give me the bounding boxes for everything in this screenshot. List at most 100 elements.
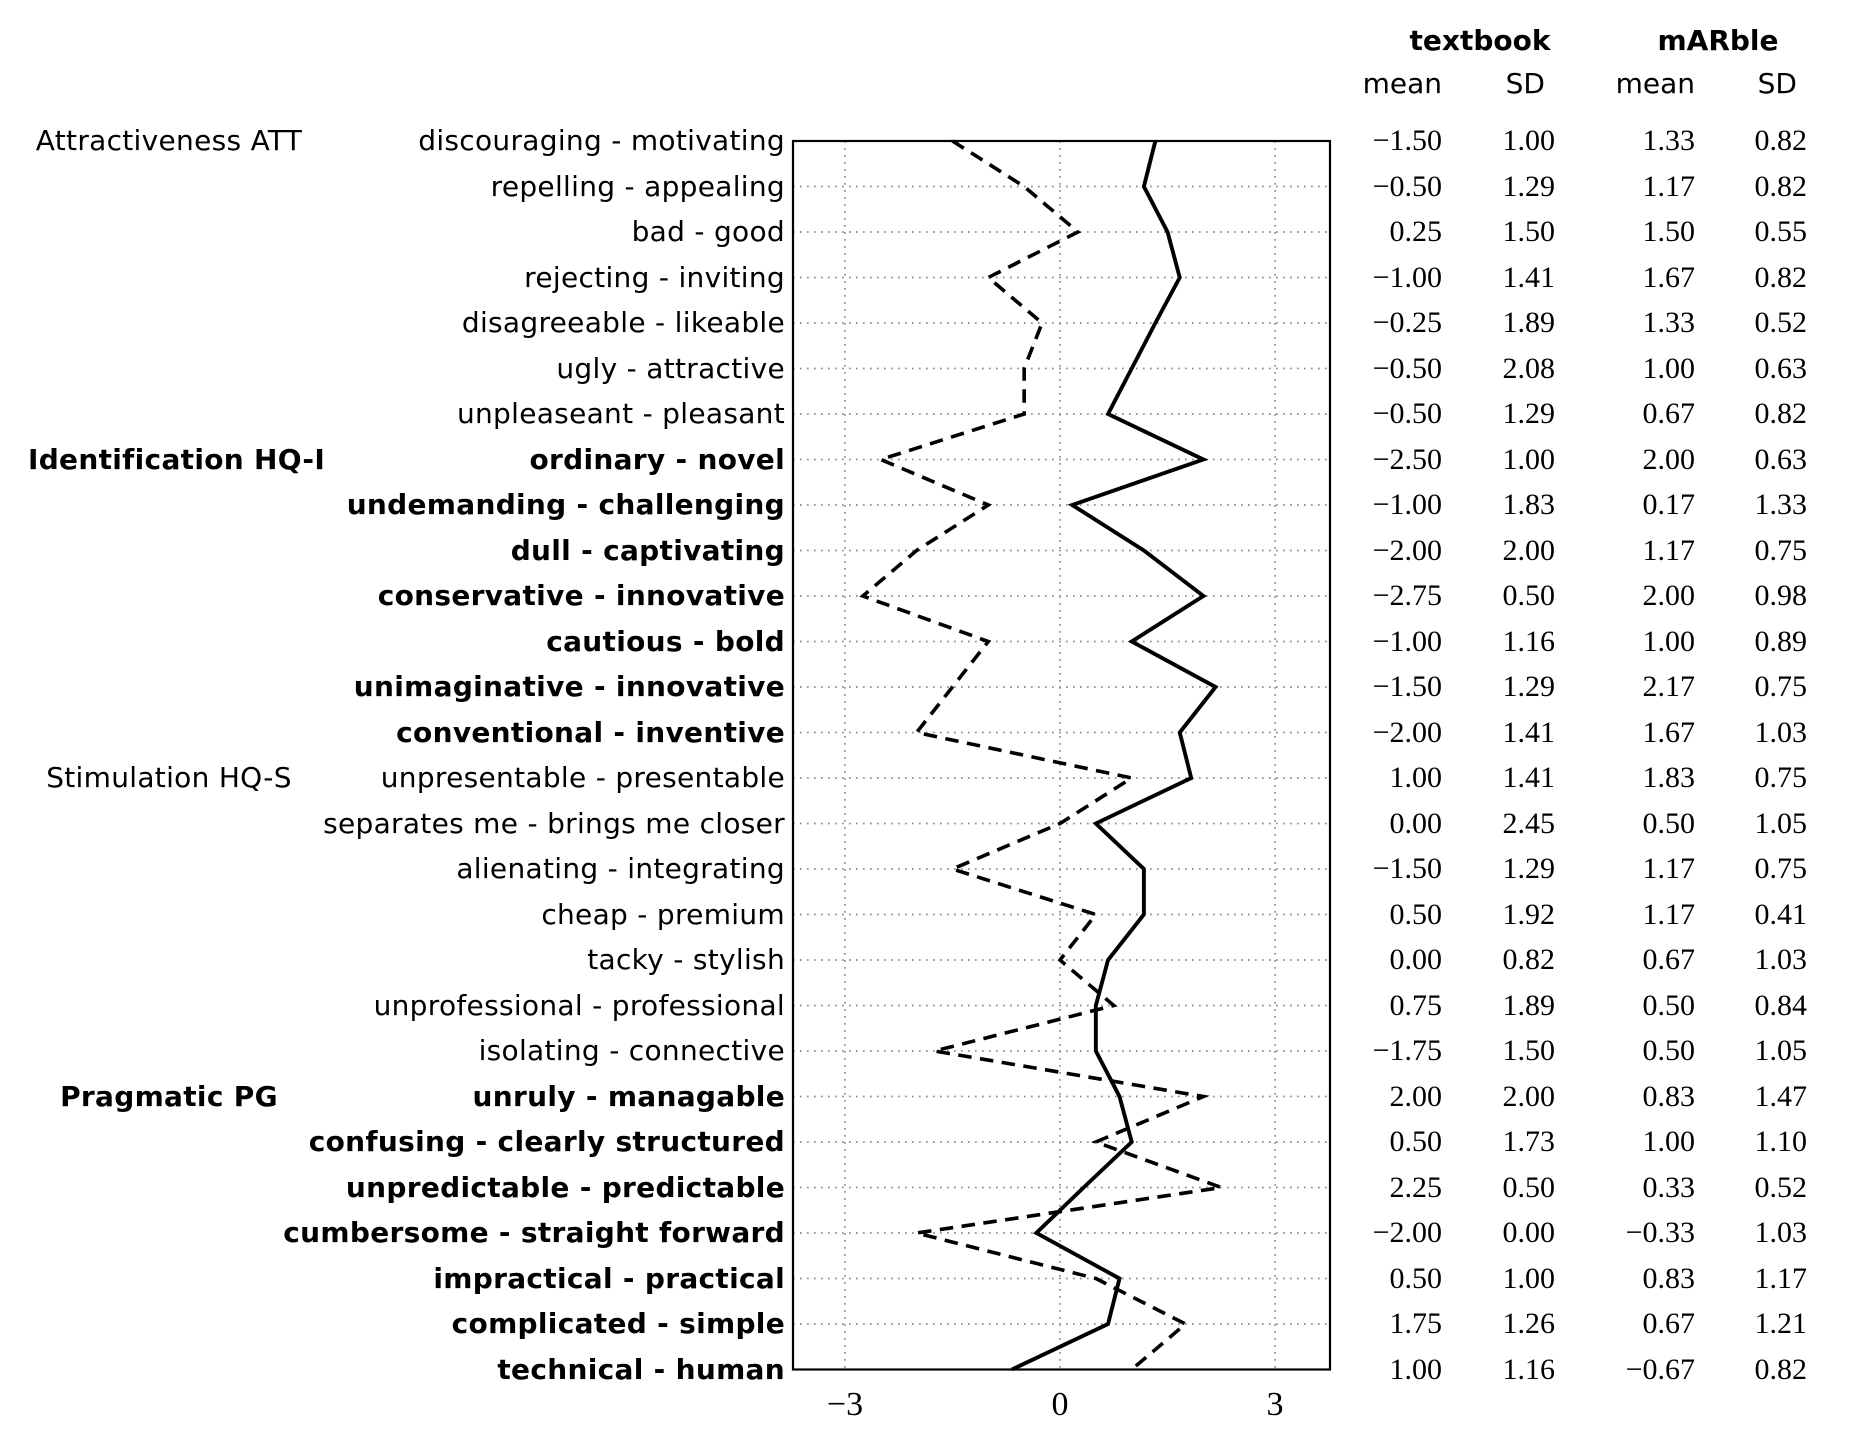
table-cell-row7-c1: −0.50 xyxy=(1372,397,1442,431)
table-cell-row4-c3: 1.67 xyxy=(1642,260,1696,294)
condition-header-marble: mARble xyxy=(1657,24,1779,57)
table-cell-row17-c3: 1.17 xyxy=(1642,852,1696,886)
table-cell-row28-c4: 0.82 xyxy=(1754,1352,1808,1386)
table-cell-row3-c1: 0.25 xyxy=(1389,215,1443,249)
table-cell-row15-c2: 1.41 xyxy=(1502,761,1556,795)
table-cell-row6-c3: 1.00 xyxy=(1642,351,1696,385)
item-label-row-23: confusing - clearly structured xyxy=(308,1125,785,1159)
table-cell-row9-c4: 1.33 xyxy=(1754,488,1808,522)
table-cell-row10-c2: 2.00 xyxy=(1502,533,1556,567)
table-cell-row10-c1: −2.00 xyxy=(1372,533,1442,567)
table-cell-row20-c1: 0.75 xyxy=(1389,988,1443,1022)
table-cell-row21-c1: −1.75 xyxy=(1372,1034,1442,1068)
table-cell-row12-c3: 1.00 xyxy=(1642,624,1696,658)
item-label-row-25: cumbersome - straight forward xyxy=(283,1216,785,1250)
table-cell-row6-c2: 2.08 xyxy=(1502,351,1556,385)
item-label-row-11: conservative - innovative xyxy=(377,579,785,613)
table-cell-row1-c4: 0.82 xyxy=(1754,124,1808,158)
table-cell-row10-c3: 1.17 xyxy=(1642,533,1696,567)
table-cell-row21-c3: 0.50 xyxy=(1642,1034,1696,1068)
table-cell-row22-c4: 1.47 xyxy=(1754,1079,1808,1113)
table-cell-row21-c2: 1.50 xyxy=(1502,1034,1556,1068)
column-header-marble-sd: SD xyxy=(1757,67,1797,100)
table-cell-row13-c4: 0.75 xyxy=(1754,670,1808,704)
table-cell-row22-c3: 0.83 xyxy=(1642,1079,1696,1113)
table-cell-row22-c1: 2.00 xyxy=(1389,1079,1443,1113)
table-cell-row28-c1: 1.00 xyxy=(1389,1352,1443,1386)
table-cell-row15-c4: 0.75 xyxy=(1754,761,1808,795)
table-cell-row18-c2: 1.92 xyxy=(1502,897,1556,931)
table-cell-row15-c3: 1.83 xyxy=(1642,761,1696,795)
table-cell-row3-c2: 1.50 xyxy=(1502,215,1556,249)
table-cell-row14-c4: 1.03 xyxy=(1754,715,1808,749)
table-cell-row10-c4: 0.75 xyxy=(1754,533,1808,567)
item-label-row-1: discouraging - motivating xyxy=(418,124,785,158)
item-label-row-7: unpleaseant - pleasant xyxy=(456,397,785,431)
table-cell-row13-c3: 2.17 xyxy=(1642,670,1696,704)
item-label-row-18: cheap - premium xyxy=(541,897,785,931)
item-label-row-19: tacky - stylish xyxy=(587,943,785,977)
table-cell-row9-c2: 1.83 xyxy=(1502,488,1556,522)
table-cell-row4-c4: 0.82 xyxy=(1754,260,1808,294)
item-label-row-4: rejecting - inviting xyxy=(524,260,785,294)
table-cell-row14-c1: −2.00 xyxy=(1372,715,1442,749)
item-label-row-2: repelling - appealing xyxy=(490,169,785,203)
item-label-row-24: unpredictable - predictable xyxy=(345,1170,785,1204)
table-cell-row19-c2: 0.82 xyxy=(1502,943,1556,977)
table-cell-row8-c2: 1.00 xyxy=(1502,442,1556,476)
table-cell-row17-c4: 0.75 xyxy=(1754,852,1808,886)
table-cell-row5-c2: 1.89 xyxy=(1502,306,1556,340)
table-cell-row23-c4: 1.10 xyxy=(1754,1125,1808,1159)
table-cell-row9-c1: −1.00 xyxy=(1372,488,1442,522)
table-cell-row8-c4: 0.63 xyxy=(1754,442,1808,476)
table-cell-row28-c3: −0.67 xyxy=(1625,1352,1695,1386)
table-cell-row6-c1: −0.50 xyxy=(1372,351,1442,385)
table-cell-row16-c1: 0.00 xyxy=(1389,806,1443,840)
table-cell-row17-c1: −1.50 xyxy=(1372,852,1442,886)
table-cell-row7-c2: 1.29 xyxy=(1502,397,1556,431)
table-cell-row26-c4: 1.17 xyxy=(1754,1261,1808,1295)
table-cell-row8-c3: 2.00 xyxy=(1642,442,1696,476)
table-cell-row2-c3: 1.17 xyxy=(1642,169,1696,203)
table-cell-row1-c2: 1.00 xyxy=(1502,124,1556,158)
column-header-textbook-sd: SD xyxy=(1505,67,1545,100)
table-cell-row13-c2: 1.29 xyxy=(1502,670,1556,704)
table-cell-row12-c4: 0.89 xyxy=(1754,624,1808,658)
table-cell-row25-c3: −0.33 xyxy=(1625,1216,1695,1250)
table-cell-row1-c3: 1.33 xyxy=(1642,124,1696,158)
table-cell-row18-c1: 0.50 xyxy=(1389,897,1443,931)
table-cell-row14-c2: 1.41 xyxy=(1502,715,1556,749)
item-label-row-14: conventional - inventive xyxy=(396,715,785,749)
table-cell-row7-c4: 0.82 xyxy=(1754,397,1808,431)
table-cell-row2-c2: 1.29 xyxy=(1502,169,1556,203)
table-cell-row24-c2: 0.50 xyxy=(1502,1170,1556,1204)
table-cell-row23-c1: 0.50 xyxy=(1389,1125,1443,1159)
group-label-pragmatic: Pragmatic PG xyxy=(60,1079,278,1113)
table-cell-row16-c4: 1.05 xyxy=(1754,806,1808,840)
table-cell-row23-c3: 1.00 xyxy=(1642,1125,1696,1159)
table-cell-row16-c2: 2.45 xyxy=(1502,806,1556,840)
table-cell-row25-c1: −2.00 xyxy=(1372,1216,1442,1250)
table-cell-row16-c3: 0.50 xyxy=(1642,806,1696,840)
table-cell-row4-c2: 1.41 xyxy=(1502,260,1556,294)
item-label-row-8: ordinary - novel xyxy=(529,442,785,476)
table-cell-row6-c4: 0.63 xyxy=(1754,351,1808,385)
item-label-row-13: unimaginative - innovative xyxy=(353,670,785,704)
table-cell-row22-c2: 2.00 xyxy=(1502,1079,1556,1113)
item-label-row-3: bad - good xyxy=(631,215,785,249)
table-cell-row11-c3: 2.00 xyxy=(1642,579,1696,613)
table-cell-row17-c2: 1.29 xyxy=(1502,852,1556,886)
table-cell-row18-c4: 0.41 xyxy=(1754,897,1808,931)
group-label-identification: Identification HQ-I xyxy=(28,442,326,476)
table-cell-row25-c4: 1.03 xyxy=(1754,1216,1808,1250)
table-cell-row20-c2: 1.89 xyxy=(1502,988,1556,1022)
table-cell-row19-c1: 0.00 xyxy=(1389,943,1443,977)
table-cell-row24-c1: 2.25 xyxy=(1389,1170,1443,1204)
x-tick-label-three: 3 xyxy=(1266,1386,1284,1423)
table-cell-row23-c2: 1.73 xyxy=(1502,1125,1556,1159)
table-cell-row21-c4: 1.05 xyxy=(1754,1034,1808,1068)
item-label-row-22: unruly - managable xyxy=(472,1079,785,1113)
textbook-mean-line xyxy=(859,139,1222,1371)
